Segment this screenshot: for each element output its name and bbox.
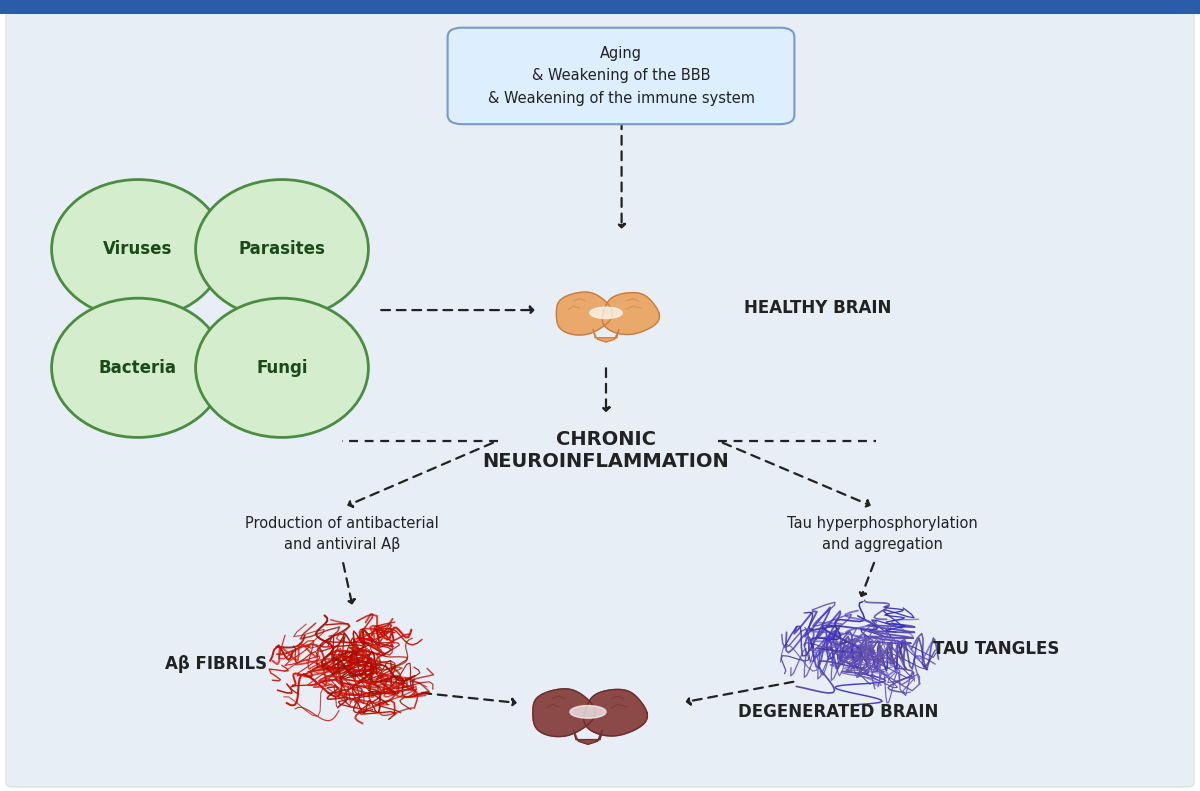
Ellipse shape <box>196 180 368 319</box>
Polygon shape <box>602 293 660 335</box>
Polygon shape <box>574 730 602 744</box>
Ellipse shape <box>52 298 224 437</box>
Text: Aging
& Weakening of the BBB
& Weakening of the immune system: Aging & Weakening of the BBB & Weakening… <box>487 46 755 106</box>
Text: TAU TANGLES: TAU TANGLES <box>932 640 1060 657</box>
Text: Aβ FIBRILS: Aβ FIBRILS <box>164 656 268 673</box>
Ellipse shape <box>196 298 368 437</box>
Bar <box>0 0 1200 14</box>
FancyBboxPatch shape <box>448 28 794 124</box>
Text: Fungi: Fungi <box>257 359 307 377</box>
Text: Parasites: Parasites <box>239 240 325 258</box>
Text: Tau hyperphosphorylation
and aggregation: Tau hyperphosphorylation and aggregation <box>787 516 977 552</box>
Polygon shape <box>590 307 622 319</box>
Polygon shape <box>533 689 595 736</box>
Text: Bacteria: Bacteria <box>98 359 178 377</box>
Text: DEGENERATED BRAIN: DEGENERATED BRAIN <box>738 703 938 721</box>
Polygon shape <box>557 292 612 335</box>
Polygon shape <box>593 329 619 342</box>
Text: HEALTHY BRAIN: HEALTHY BRAIN <box>744 300 892 317</box>
Polygon shape <box>583 690 647 736</box>
FancyBboxPatch shape <box>6 12 1194 787</box>
Text: Production of antibacterial
and antiviral Aβ: Production of antibacterial and antivira… <box>245 516 439 552</box>
Text: CHRONIC
NEUROINFLAMMATION: CHRONIC NEUROINFLAMMATION <box>482 430 730 471</box>
Polygon shape <box>570 706 606 718</box>
Ellipse shape <box>52 180 224 319</box>
Text: Viruses: Viruses <box>103 240 173 258</box>
